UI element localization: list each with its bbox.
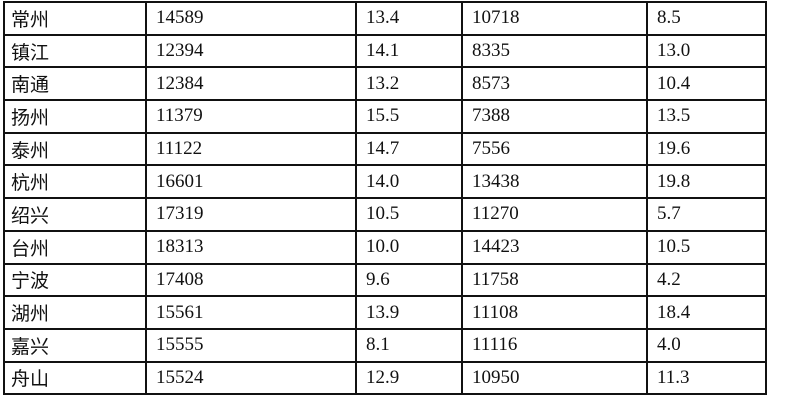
value-cell-4: 8.5 — [646, 1, 767, 36]
value-cell-1: 15555 — [145, 327, 357, 363]
value-cell-1: 17319 — [145, 197, 357, 232]
value-cell-4: 4.2 — [646, 262, 767, 298]
table-row: 泰州 11122 14.7 7556 19.6 — [3, 131, 767, 167]
value-cell-3: 11116 — [461, 327, 648, 363]
table-body: 常州 14589 13.4 10718 8.5 镇江 12394 14.1 8335 13.0 南通… — [3, 1, 767, 396]
city-name-cell: 南通 — [3, 66, 147, 102]
value-cell-1: 15561 — [145, 295, 357, 330]
value-cell-3: 8573 — [461, 66, 648, 102]
value-cell-3: 10718 — [461, 1, 648, 36]
value-cell-4: 13.5 — [646, 99, 767, 134]
value-cell-2: 13.2 — [355, 66, 463, 102]
value-cell-1: 12384 — [145, 66, 357, 102]
value-cell-1: 14589 — [145, 1, 357, 36]
value-cell-3: 14423 — [461, 229, 648, 265]
value-cell-2: 15.5 — [355, 99, 463, 134]
table-row: 宁波 17408 9.6 11758 4.2 — [3, 262, 767, 298]
table-row: 舟山 15524 12.9 10950 11.3 — [3, 360, 767, 396]
value-cell-3: 11758 — [461, 262, 648, 298]
table-row: 常州 14589 13.4 10718 8.5 — [3, 1, 767, 36]
value-cell-2: 8.1 — [355, 327, 463, 363]
city-name-cell: 湖州 — [3, 295, 147, 330]
city-name-cell: 宁波 — [3, 262, 147, 298]
value-cell-2: 14.0 — [355, 164, 463, 200]
value-cell-2: 13.4 — [355, 1, 463, 36]
value-cell-1: 18313 — [145, 229, 357, 265]
value-cell-2: 10.5 — [355, 197, 463, 232]
value-cell-3: 7556 — [461, 131, 648, 167]
city-name-cell: 镇江 — [3, 33, 147, 69]
value-cell-3: 13438 — [461, 164, 648, 200]
value-cell-1: 15524 — [145, 360, 357, 396]
value-cell-4: 18.4 — [646, 295, 767, 330]
value-cell-2: 9.6 — [355, 262, 463, 298]
value-cell-4: 11.3 — [646, 360, 767, 396]
value-cell-3: 8335 — [461, 33, 648, 69]
city-name-cell: 绍兴 — [3, 197, 147, 232]
city-data-table: 常州 14589 13.4 10718 8.5 镇江 12394 14.1 8335 13.0 南通… — [3, 1, 767, 396]
city-name-cell: 扬州 — [3, 99, 147, 134]
value-cell-3: 7388 — [461, 99, 648, 134]
table-row: 湖州 15561 13.9 11108 18.4 — [3, 295, 767, 330]
table-row: 扬州 11379 15.5 7388 13.5 — [3, 99, 767, 134]
city-name-cell: 舟山 — [3, 360, 147, 396]
value-cell-2: 14.7 — [355, 131, 463, 167]
value-cell-4: 10.5 — [646, 229, 767, 265]
value-cell-1: 17408 — [145, 262, 357, 298]
city-name-cell: 杭州 — [3, 164, 147, 200]
table-row: 杭州 16601 14.0 13438 19.8 — [3, 164, 767, 200]
value-cell-4: 19.6 — [646, 131, 767, 167]
value-cell-3: 10950 — [461, 360, 648, 396]
value-cell-4: 19.8 — [646, 164, 767, 200]
value-cell-2: 12.9 — [355, 360, 463, 396]
table-row: 南通 12384 13.2 8573 10.4 — [3, 66, 767, 102]
city-name-cell: 常州 — [3, 1, 147, 36]
table-row: 嘉兴 15555 8.1 11116 4.0 — [3, 327, 767, 363]
city-name-cell: 台州 — [3, 229, 147, 265]
value-cell-2: 10.0 — [355, 229, 463, 265]
table-row: 台州 18313 10.0 14423 10.5 — [3, 229, 767, 265]
city-name-cell: 嘉兴 — [3, 327, 147, 363]
value-cell-2: 13.9 — [355, 295, 463, 330]
value-cell-1: 12394 — [145, 33, 357, 69]
value-cell-2: 14.1 — [355, 33, 463, 69]
value-cell-4: 5.7 — [646, 197, 767, 232]
value-cell-1: 16601 — [145, 164, 357, 200]
value-cell-3: 11108 — [461, 295, 648, 330]
value-cell-1: 11122 — [145, 131, 357, 167]
value-cell-1: 11379 — [145, 99, 357, 134]
city-name-cell: 泰州 — [3, 131, 147, 167]
value-cell-4: 13.0 — [646, 33, 767, 69]
table-row: 绍兴 17319 10.5 11270 5.7 — [3, 197, 767, 232]
value-cell-4: 4.0 — [646, 327, 767, 363]
value-cell-4: 10.4 — [646, 66, 767, 102]
table-row: 镇江 12394 14.1 8335 13.0 — [3, 33, 767, 69]
value-cell-3: 11270 — [461, 197, 648, 232]
